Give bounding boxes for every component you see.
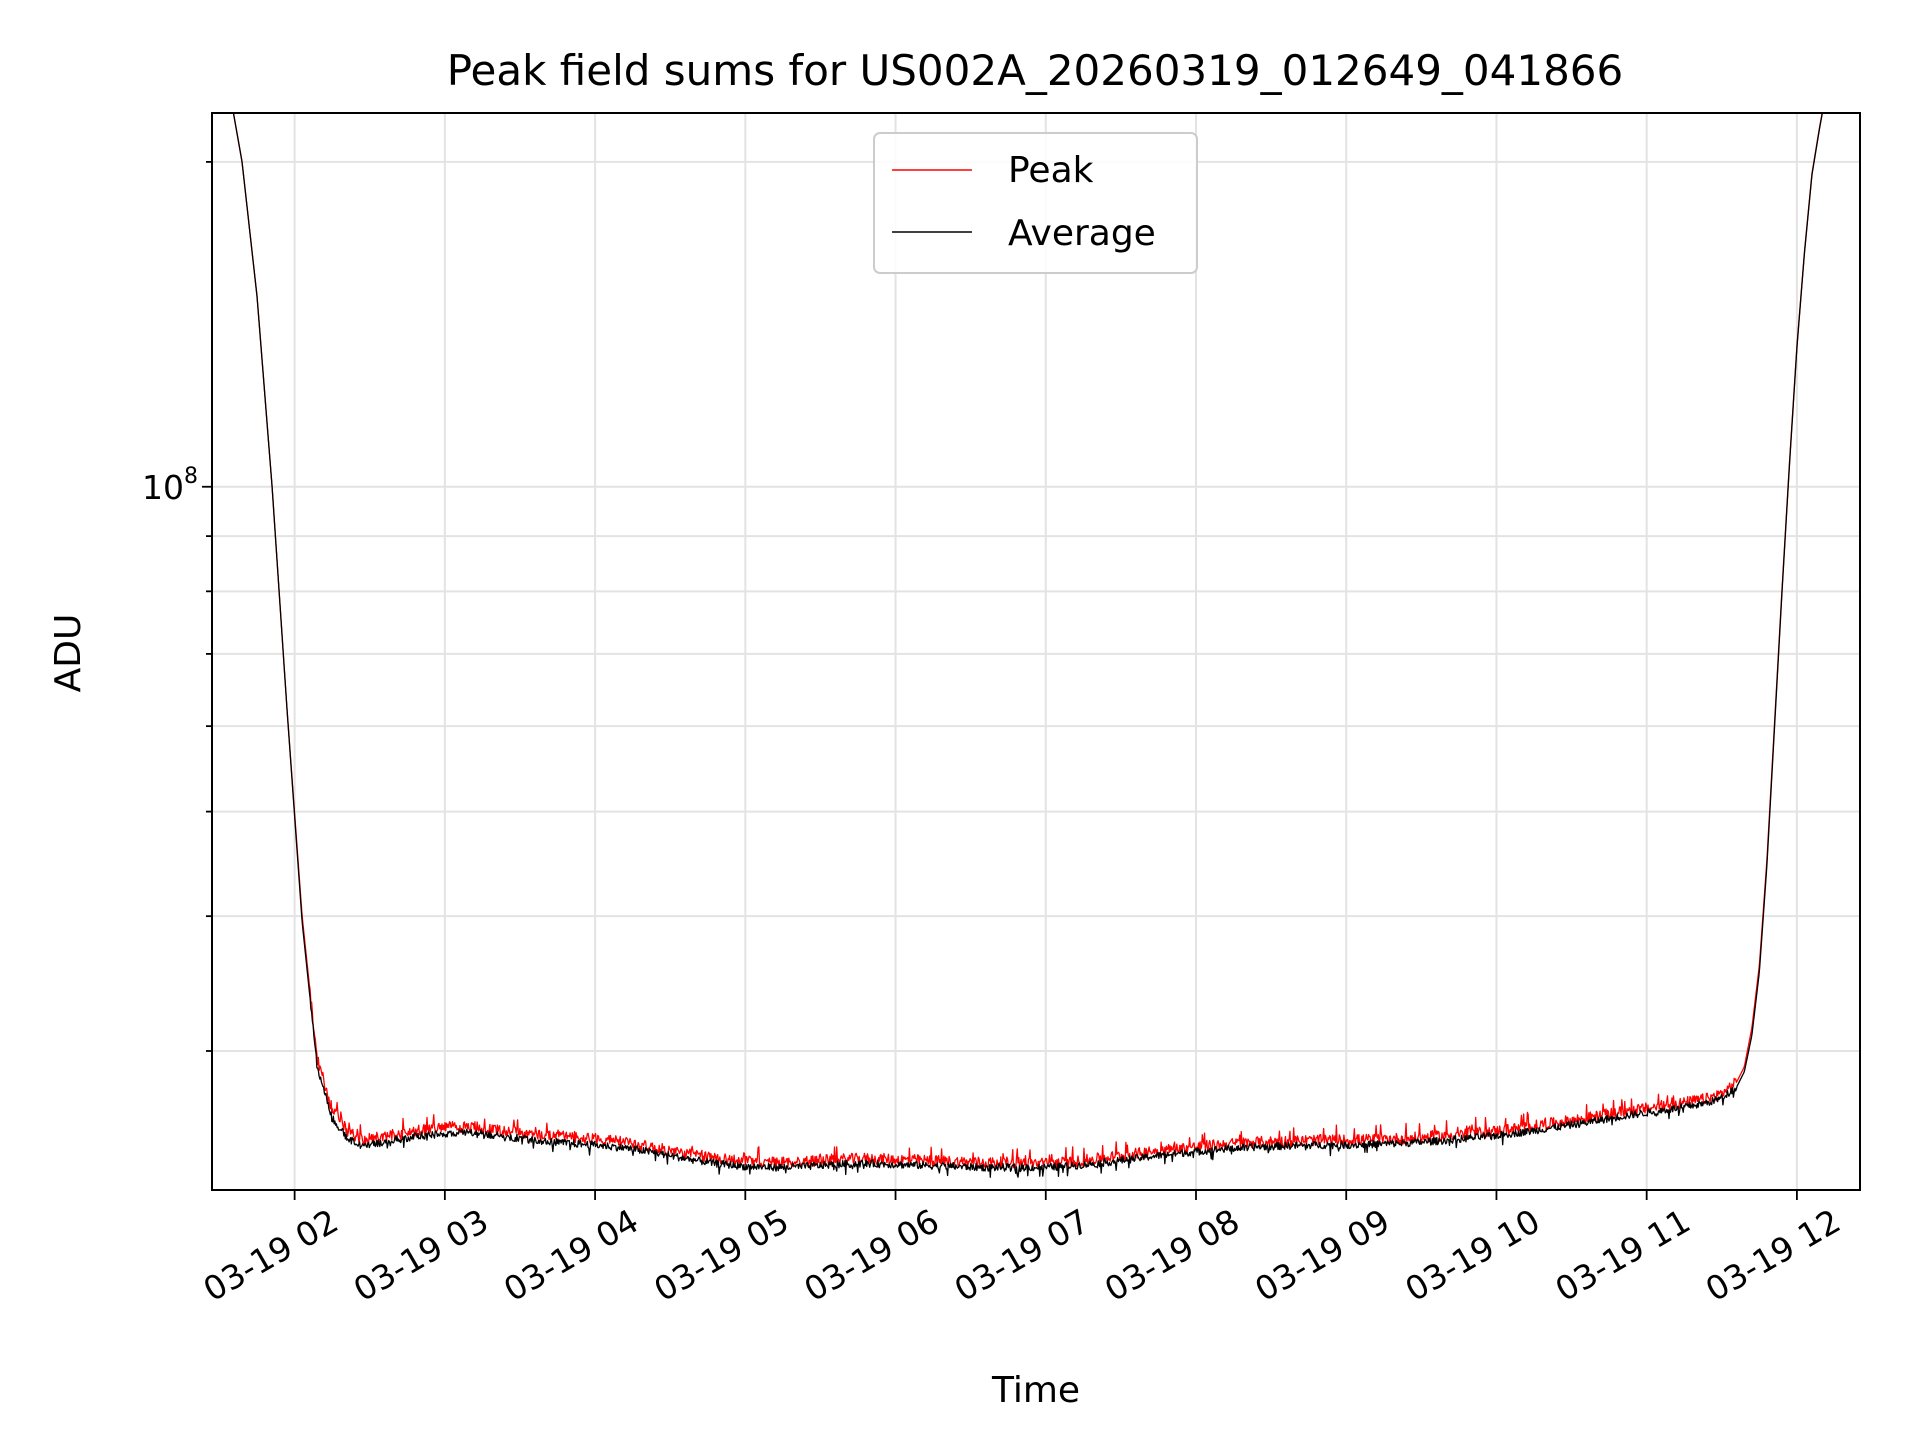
x-axis-label: Time <box>991 1370 1080 1411</box>
series-line-average <box>232 113 1823 1178</box>
legend: Peak Average <box>873 132 1198 274</box>
series-layer <box>232 113 1823 1178</box>
legend-label-peak: Peak <box>1008 150 1094 191</box>
chart-title: Peak field sums for US002A_20260319_0126… <box>447 46 1624 95</box>
y-tick-label: 108 <box>142 464 198 507</box>
plot-frame <box>211 112 1861 1191</box>
y-axis: 108 <box>142 161 212 1052</box>
legend-label-average: Average <box>1008 213 1156 254</box>
grid <box>212 113 1860 1190</box>
legend-box <box>873 132 1198 274</box>
y-axis-label: ADU <box>48 614 89 693</box>
